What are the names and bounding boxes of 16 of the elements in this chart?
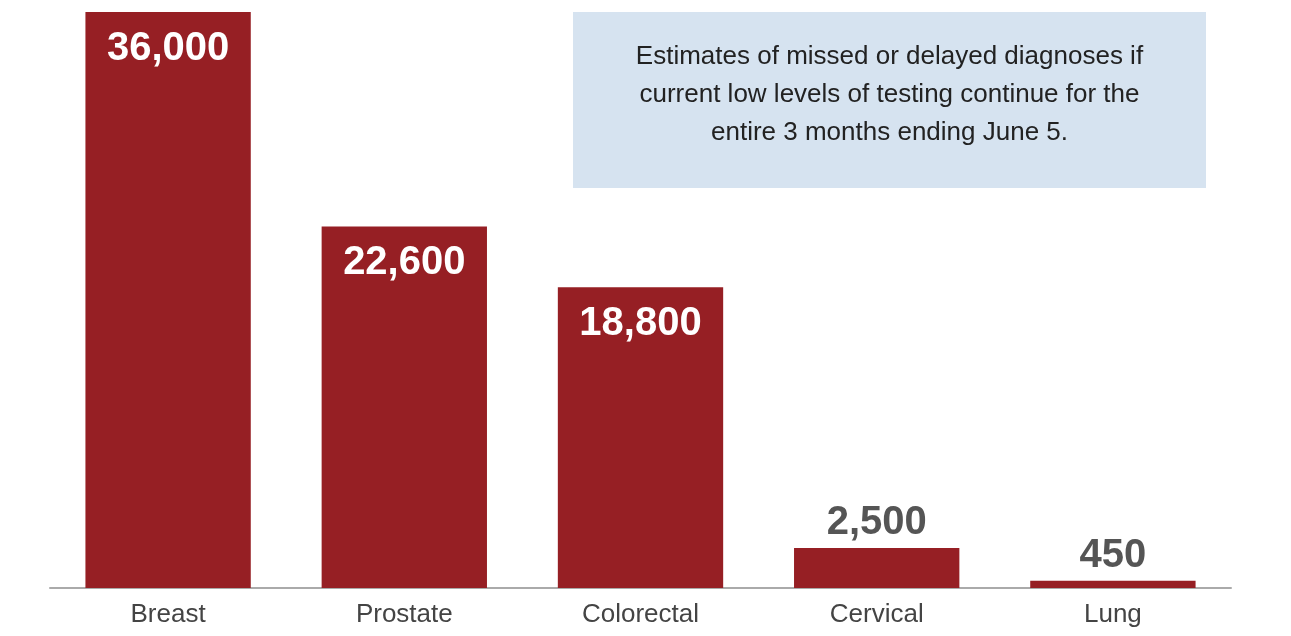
- data-label: 22,600: [343, 238, 466, 283]
- x-tick-label: Breast: [130, 598, 207, 628]
- x-tick-label: Lung: [1083, 598, 1142, 628]
- x-tick-label: Prostate: [355, 598, 453, 628]
- data-label: 36,000: [106, 24, 230, 68]
- bar: [1030, 580, 1196, 588]
- x-tick-label: Colorectal: [581, 598, 700, 628]
- bar: [85, 12, 251, 588]
- bar: [794, 548, 960, 588]
- data-label: 18,800: [579, 299, 702, 344]
- data-label: 450: [1079, 530, 1147, 575]
- bar: [557, 287, 724, 588]
- note-box: Estimates of missed or delayed diagnoses if current low levels of testing continue for the entire 3 months ending June 5.: [573, 12, 1206, 188]
- x-tick-label: Cervical: [829, 598, 924, 628]
- data-label: 2,500: [826, 498, 927, 542]
- bar: [321, 226, 487, 588]
